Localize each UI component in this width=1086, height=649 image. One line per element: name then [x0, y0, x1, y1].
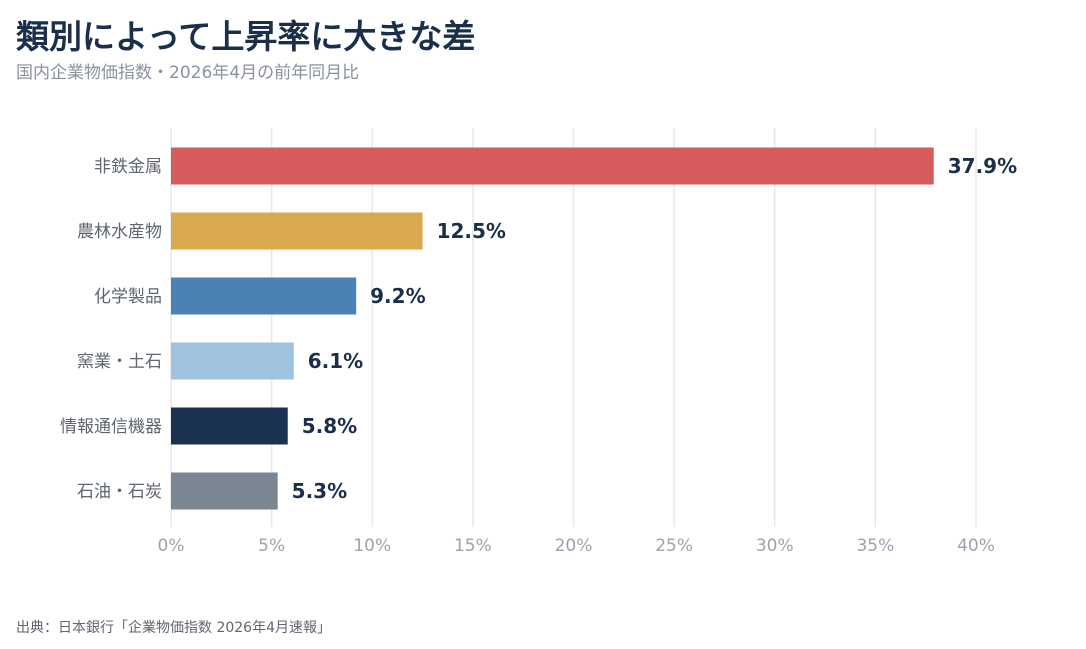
x-tick-label: 25% [655, 536, 693, 556]
value-label: 12.5% [437, 219, 506, 243]
x-tick-label: 10% [353, 536, 391, 556]
x-tick-label: 15% [454, 536, 492, 556]
x-tick-label: 30% [756, 536, 794, 556]
category-label: 窯業・土石 [77, 352, 162, 372]
value-label: 37.9% [948, 154, 1017, 178]
x-tick-label: 5% [258, 536, 285, 556]
bar [171, 212, 423, 250]
value-label: 9.2% [370, 284, 425, 308]
category-label: 化学製品 [94, 287, 162, 307]
x-tick-label: 35% [856, 536, 894, 556]
value-label: 5.8% [302, 414, 357, 438]
category-label: 農林水産物 [77, 222, 162, 242]
category-label: 情報通信機器 [60, 417, 162, 437]
category-label: 非鉄金属 [94, 157, 162, 177]
bar [171, 472, 278, 510]
x-tick-label: 0% [158, 536, 185, 556]
x-tick-label: 20% [555, 536, 593, 556]
value-label: 6.1% [308, 349, 363, 373]
chart-title: 類別によって上昇率に大きな差 [16, 17, 476, 56]
category-label: 石油・石炭 [77, 482, 162, 502]
x-tick-label: 40% [957, 536, 995, 556]
bar [171, 342, 294, 380]
bar [171, 407, 288, 445]
bar [171, 147, 934, 185]
chart-subtitle: 国内企業物価指数・2026年4月の前年同月比 [16, 63, 360, 83]
source-note: 出典：日本銀行「企業物価指数 2026年4月速報」 [16, 620, 331, 636]
bar [171, 277, 357, 315]
value-label: 5.3% [292, 479, 347, 503]
